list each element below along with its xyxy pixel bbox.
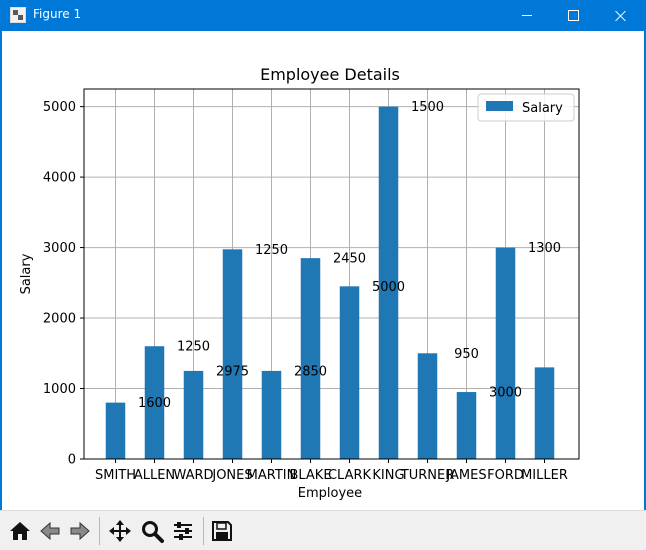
- data-label: 2975: [216, 364, 249, 379]
- chart-title: Employee Details: [260, 65, 400, 84]
- bar-ward: [183, 370, 204, 459]
- bar-martin: [261, 370, 282, 459]
- save-button[interactable]: [208, 517, 236, 545]
- x-axis-label: Employee: [298, 486, 362, 501]
- annotations: 1600 1250 2975 1250 2850 2450 5000 1500 950 3000 1…: [138, 100, 561, 411]
- legend-frame: [477, 93, 575, 122]
- x-tick-label: JONES: [211, 468, 252, 483]
- figure-canvas[interactable]: Employee Details 0 1000 2000 3000 4000 5000 SM…: [0, 31, 646, 510]
- zoom-button[interactable]: [138, 517, 166, 545]
- pan-button[interactable]: [106, 517, 134, 545]
- plot-frame: [83, 88, 580, 460]
- window-title: Figure 1: [33, 7, 82, 21]
- data-label: 1300: [528, 241, 561, 256]
- x-tick-label: FORD: [487, 468, 524, 483]
- x-tick-label: SMITH: [95, 468, 136, 483]
- x-tick-label: JAMES: [445, 468, 486, 483]
- configure-subplots-button[interactable]: [169, 517, 197, 545]
- x-tick-label: CLARK: [328, 468, 372, 483]
- navigation-toolbar: [0, 510, 646, 550]
- x-tick-label: KING: [372, 468, 404, 483]
- sliders-icon: [174, 522, 192, 540]
- close-icon: [615, 10, 627, 22]
- y-tick-label: 1000: [43, 382, 76, 397]
- legend-label: Salary: [522, 101, 563, 116]
- magnifier-icon: [142, 521, 164, 543]
- bar-turner: [417, 353, 438, 459]
- x-tick-label: BLAKE: [289, 468, 331, 483]
- axis-ticks: 0 1000 2000 3000 4000 5000 SMITHALLENWARDJONES…: [43, 100, 568, 483]
- maximize-button[interactable]: [550, 0, 596, 31]
- y-axis-label: Salary: [19, 253, 34, 294]
- home-button[interactable]: [6, 517, 34, 545]
- floppy-disk-icon: [212, 521, 232, 541]
- matplotlib-app-icon: [10, 7, 26, 23]
- window-titlebar: Figure 1: [0, 0, 646, 31]
- x-tick-label: WARD: [173, 468, 213, 483]
- bars: [105, 106, 555, 459]
- bar-king: [378, 106, 399, 459]
- legend-swatch: [486, 101, 513, 111]
- x-tick-label: MARTIN: [247, 468, 297, 483]
- bar-clark: [339, 286, 360, 459]
- y-tick-label: 2000: [43, 312, 76, 327]
- close-button[interactable]: [598, 0, 644, 31]
- bar-james: [456, 392, 477, 459]
- data-label: 950: [454, 347, 479, 362]
- bar-allen: [144, 346, 165, 459]
- forward-arrow-icon: [70, 521, 90, 541]
- data-label: 5000: [372, 280, 405, 295]
- bar-blake: [300, 258, 321, 459]
- data-label: 1250: [255, 243, 288, 258]
- back-button[interactable]: [36, 517, 64, 545]
- window-border-right: [644, 31, 646, 550]
- data-label: 1600: [138, 396, 171, 411]
- x-tick-label: ALLEN: [134, 468, 175, 483]
- legend: Salary: [477, 93, 575, 122]
- move-icon: [109, 520, 131, 542]
- y-tick-label: 3000: [43, 241, 76, 256]
- forward-button[interactable]: [66, 517, 94, 545]
- bar-ford: [495, 247, 516, 459]
- bar-jones: [222, 249, 243, 459]
- data-label: 3000: [489, 386, 522, 401]
- data-label: 2850: [294, 364, 327, 379]
- y-tick-label: 5000: [43, 100, 76, 115]
- maximize-icon: [567, 10, 579, 21]
- bar-miller: [534, 367, 555, 459]
- y-tick-label: 0: [68, 453, 76, 468]
- minimize-icon: [522, 15, 532, 16]
- bar-smith: [105, 402, 126, 459]
- minimize-button[interactable]: [504, 0, 550, 31]
- toolbar-separator: [99, 517, 100, 545]
- back-arrow-icon: [40, 521, 60, 541]
- x-tick-label: TURNER: [400, 468, 454, 483]
- data-label: 2450: [333, 252, 366, 267]
- x-tick-label: MILLER: [521, 468, 568, 483]
- window-border-left: [0, 31, 2, 550]
- home-icon: [10, 522, 30, 540]
- data-label: 1500: [411, 100, 444, 115]
- y-tick-label: 4000: [43, 171, 76, 186]
- data-label: 1250: [177, 340, 210, 355]
- toolbar-separator: [203, 517, 204, 545]
- bar-chart: Employee Details 0 1000 2000 3000 4000 5000 SM…: [19, 65, 580, 501]
